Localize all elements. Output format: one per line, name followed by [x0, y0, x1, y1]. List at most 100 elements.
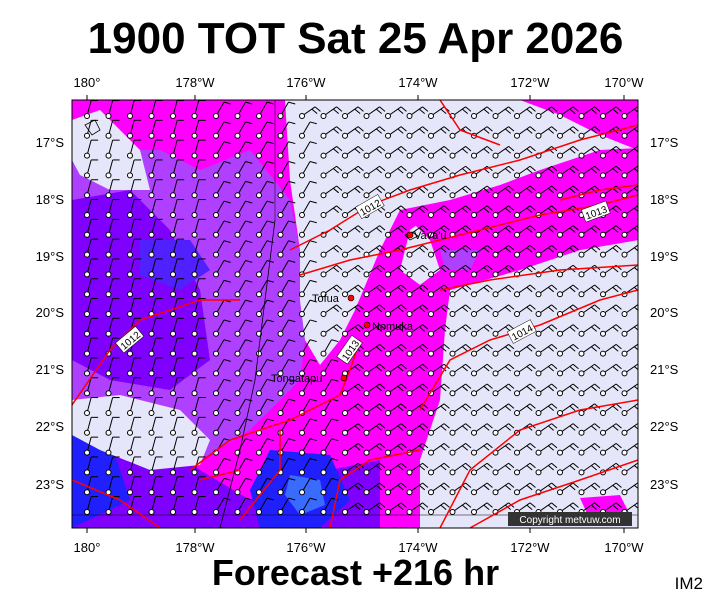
wind-station-dot [578, 489, 585, 496]
isobar-line [199, 469, 241, 481]
wind-barb-feather [288, 141, 296, 145]
wind-barb-feather [419, 148, 426, 154]
wind-station-dot [342, 212, 348, 218]
wind-barb-feather [379, 344, 386, 350]
wind-barb-feather [594, 324, 601, 330]
wind-barb-feather [331, 497, 339, 501]
wind-barb-feather [397, 425, 404, 431]
wind-station-dot [256, 192, 262, 199]
wind-station-dot [148, 113, 155, 119]
map-title: 1900 TOT Sat 25 Apr 2026 [87, 14, 624, 63]
wind-barb-feather [266, 438, 274, 442]
wind-barb-feather [314, 106, 321, 112]
lon-label: 172°W [510, 75, 550, 90]
wind-barb-feather [483, 306, 490, 312]
wind-barb-feather [354, 286, 361, 293]
wind-station-dot [148, 390, 155, 397]
lon-label: 180° [74, 75, 101, 90]
wind-barb-feather [529, 205, 536, 211]
wind-barb-feather [440, 108, 447, 114]
wind-barb-feather [548, 405, 555, 411]
wind-barb-feather [223, 220, 231, 224]
wind-barb-feather [569, 207, 576, 213]
wind-barb-feather [612, 187, 619, 194]
wind-barb-feather [419, 187, 426, 194]
wind-barb-feather [266, 319, 274, 323]
wind-barb-feather [551, 383, 558, 389]
wind-barb-feather [548, 207, 555, 213]
wind-barb-feather [333, 148, 340, 154]
wind-barb-feather [422, 126, 429, 132]
wind-station-dot [578, 291, 585, 298]
wind-barb-feather [443, 264, 450, 271]
wind-barb-feather [422, 225, 429, 231]
wind-barb-feather [529, 245, 536, 251]
wind-barb-feather [569, 247, 576, 253]
wind-barb-feather [508, 363, 515, 370]
wind-barb-feather [465, 324, 472, 330]
wind-station-dot [127, 271, 133, 278]
wind-barb-feather [465, 264, 472, 271]
wind-station-dot [299, 291, 305, 298]
wind-barb-feather [612, 286, 619, 293]
wind-barb-feather [376, 247, 383, 253]
wind-barb-feather [288, 438, 296, 442]
place-label: Tongatapu [271, 373, 322, 385]
wind-station-dot [127, 212, 133, 218]
wind-station-dot [600, 330, 606, 337]
wind-station-dot [170, 509, 176, 515]
wind-barb-feather [615, 462, 622, 469]
wind-station-dot [621, 410, 628, 416]
wind-barb-feather [419, 207, 426, 213]
wind-barb-feather [422, 482, 429, 488]
wind-barb-feather [569, 108, 576, 114]
wind-barb-feather [309, 180, 317, 184]
wind-barb-feather [529, 383, 536, 389]
wind-station-dot [385, 410, 391, 416]
wind-barb-feather [615, 502, 622, 508]
wind-barb-feather [309, 497, 317, 501]
wind-barb-feather [615, 344, 622, 350]
wind-barb-feather [266, 359, 274, 362]
island-outline [84, 119, 101, 136]
wind-barb-feather [591, 484, 598, 491]
wind-barb-feather [309, 260, 317, 263]
wind-station-dot [428, 231, 434, 238]
wind-station-dot [320, 192, 327, 199]
wind-barb-feather [529, 403, 536, 409]
wind-barb-feather [615, 383, 622, 389]
wind-station-dot [84, 113, 90, 119]
wind-barb-feather [379, 284, 386, 290]
wind-barb-feather [400, 502, 407, 508]
wind-barb-feather [634, 445, 638, 450]
wind-station-dot [277, 231, 284, 238]
wind-station-dot [127, 509, 133, 515]
wind-station-dot [256, 509, 262, 515]
wind-station-dot [471, 509, 477, 515]
wind-station-dot [449, 449, 456, 456]
lat-label: 20°S [36, 305, 65, 320]
wind-barb-feather [422, 205, 429, 211]
wind-station-dot [621, 390, 628, 397]
wind-barb-feather [483, 484, 490, 491]
wind-station-dot [234, 370, 241, 377]
wind-station-dot [385, 113, 391, 119]
wind-barb-feather [465, 443, 472, 449]
wind-barb-feather [223, 477, 231, 481]
wind-barb-feather [594, 443, 601, 449]
wind-barb-feather [462, 247, 469, 253]
wind-station-dot [191, 509, 198, 515]
wind-barb-feather [548, 425, 555, 431]
wind-barb-feather [529, 443, 536, 449]
lat-label: 21°S [36, 362, 65, 377]
wind-barb-feather [397, 346, 404, 352]
wind-station-dot [170, 212, 176, 218]
wind-station-dot [428, 370, 434, 377]
lon-label: 174°W [398, 75, 438, 90]
wind-barb-feather [615, 165, 622, 172]
wind-station-dot [428, 489, 434, 496]
wind-barb-feather [634, 148, 638, 153]
wind-barb-feather [486, 106, 493, 112]
wind-station-dot [320, 449, 327, 456]
wind-barb-feather [309, 359, 317, 362]
